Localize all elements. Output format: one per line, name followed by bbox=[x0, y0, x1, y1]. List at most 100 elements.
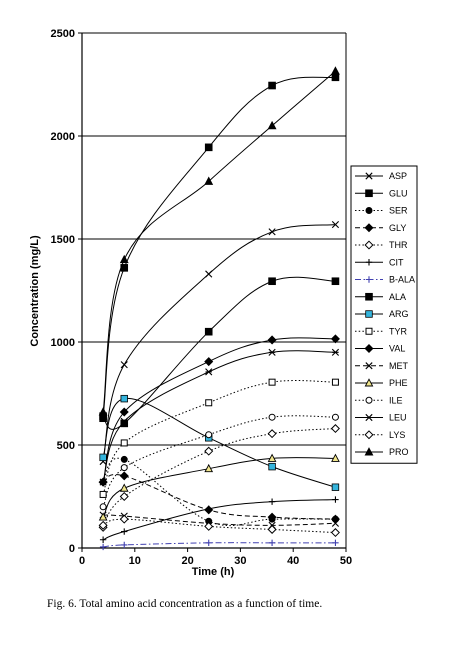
data-point-phe bbox=[98, 512, 108, 521]
data-point-pro bbox=[98, 407, 108, 416]
legend-marker-phe bbox=[364, 378, 374, 387]
data-point-ala bbox=[99, 414, 107, 423]
axis-ticks: 0 500 1000 1500 2000 2500 0 10 20 30 40 50 bbox=[51, 28, 353, 567]
data-point-b-ala bbox=[332, 539, 339, 547]
legend-item-asp: ASP bbox=[355, 171, 407, 181]
legend-item-cit: CIT bbox=[355, 257, 404, 267]
data-point-glu bbox=[204, 143, 213, 152]
data-point-lys bbox=[119, 514, 129, 524]
legend-marker-glu bbox=[365, 189, 373, 198]
chart: 0 500 1000 1500 2000 2500 0 10 20 30 40 50 ASP GLU SE… bbox=[29, 28, 418, 578]
x-axis-title: Time (h) bbox=[192, 566, 235, 578]
x-tick-label: 0 bbox=[79, 555, 85, 567]
data-point-lys bbox=[204, 521, 214, 531]
data-point-glu bbox=[331, 73, 340, 82]
series-tyr bbox=[99, 378, 339, 498]
legend-marker-pro bbox=[364, 447, 374, 456]
data-point-phe bbox=[204, 463, 214, 473]
legend-marker-ser bbox=[365, 207, 373, 214]
data-point-gly bbox=[267, 512, 277, 522]
series-leu bbox=[99, 348, 340, 486]
y-tick-label: 0 bbox=[69, 543, 75, 555]
data-point-b-ala bbox=[205, 539, 212, 547]
series-met bbox=[99, 511, 340, 529]
series-arg bbox=[99, 394, 340, 491]
data-point-ala bbox=[120, 419, 129, 428]
y-tick-label: 1500 bbox=[51, 234, 75, 246]
series-group bbox=[98, 66, 340, 551]
data-point-gly bbox=[330, 514, 340, 524]
data-point-val bbox=[119, 407, 129, 417]
series-line-phe bbox=[102, 457, 336, 518]
legend-item-pro: PRO bbox=[355, 447, 409, 457]
data-point-val bbox=[267, 335, 277, 345]
legend-item-tyr: TYR bbox=[355, 326, 408, 336]
series-b-ala bbox=[99, 539, 339, 551]
legend-item-b-ala: B-ALA bbox=[355, 275, 415, 285]
data-point-ala bbox=[204, 327, 213, 336]
data-point-tyr bbox=[120, 439, 128, 447]
legend-label-leu: LEU bbox=[389, 413, 407, 423]
legend-item-thr: THR bbox=[355, 240, 408, 250]
data-point-asp bbox=[205, 270, 213, 278]
legend-marker-leu bbox=[365, 413, 373, 422]
data-point-tyr bbox=[205, 399, 213, 407]
series-line-lys bbox=[102, 518, 336, 534]
x-tick-label: 50 bbox=[340, 555, 352, 567]
legend-marker-thr bbox=[364, 240, 374, 250]
legend-marker-ile bbox=[365, 396, 373, 404]
data-point-glu bbox=[268, 81, 276, 90]
data-point-tyr bbox=[99, 490, 107, 498]
data-point-arg bbox=[268, 462, 276, 471]
data-point-leu bbox=[205, 368, 213, 376]
series-gly bbox=[98, 471, 340, 524]
data-point-cit bbox=[268, 498, 276, 505]
legend-item-lys: LYS bbox=[355, 430, 405, 440]
y-tick-label: 500 bbox=[57, 440, 75, 452]
legend-label-asp: ASP bbox=[389, 171, 407, 181]
series-phe bbox=[98, 453, 340, 521]
data-point-pro bbox=[267, 120, 277, 130]
legend-label-thr: THR bbox=[389, 240, 408, 250]
series-ala bbox=[99, 276, 340, 430]
plot-frame bbox=[81, 33, 347, 549]
data-point-cit bbox=[121, 528, 128, 535]
data-point-val bbox=[330, 334, 340, 344]
series-line-arg bbox=[102, 398, 336, 488]
legend-label-tyr: TYR bbox=[389, 326, 408, 336]
data-point-phe bbox=[331, 453, 340, 462]
data-point-cit bbox=[99, 536, 107, 543]
data-point-tyr bbox=[268, 378, 276, 386]
data-point-b-ala bbox=[268, 539, 276, 547]
data-point-ile bbox=[268, 413, 276, 421]
x-tick-label: 30 bbox=[234, 555, 246, 567]
data-point-pro bbox=[119, 254, 129, 264]
data-point-pro bbox=[331, 66, 340, 75]
legend-item-met: MET bbox=[355, 361, 409, 371]
series-pro bbox=[98, 66, 340, 416]
series-line-pro bbox=[102, 70, 336, 413]
legend-item-arg: ARG bbox=[355, 309, 409, 319]
legend-label-val: VAL bbox=[389, 344, 405, 354]
series-cit bbox=[99, 496, 339, 543]
data-point-leu bbox=[268, 348, 276, 356]
data-point-ile bbox=[331, 413, 339, 421]
series-line-gly bbox=[102, 474, 336, 520]
legend-label-b-ala: B-ALA bbox=[389, 275, 415, 285]
legend-label-gly: GLY bbox=[389, 223, 406, 233]
data-point-asp bbox=[331, 220, 340, 229]
series-line-tyr bbox=[102, 380, 336, 495]
legend-item-ala: ALA bbox=[355, 292, 406, 302]
data-point-ala bbox=[331, 277, 340, 286]
y-tick-label: 2500 bbox=[51, 28, 75, 40]
gridlines bbox=[82, 32, 346, 446]
data-point-met bbox=[331, 519, 340, 527]
legend-item-leu: LEU bbox=[355, 413, 407, 423]
data-point-phe bbox=[119, 483, 129, 492]
data-point-thr bbox=[204, 446, 214, 456]
legend-marker-lys bbox=[364, 430, 374, 440]
legend-label-cit: CIT bbox=[389, 257, 404, 267]
legend-marker-met bbox=[365, 362, 373, 370]
line-chart-svg: 0 500 1000 1500 2000 2500 0 10 20 30 40 50 ASP GLU SE… bbox=[29, 28, 418, 578]
legend-label-ser: SER bbox=[389, 206, 408, 216]
